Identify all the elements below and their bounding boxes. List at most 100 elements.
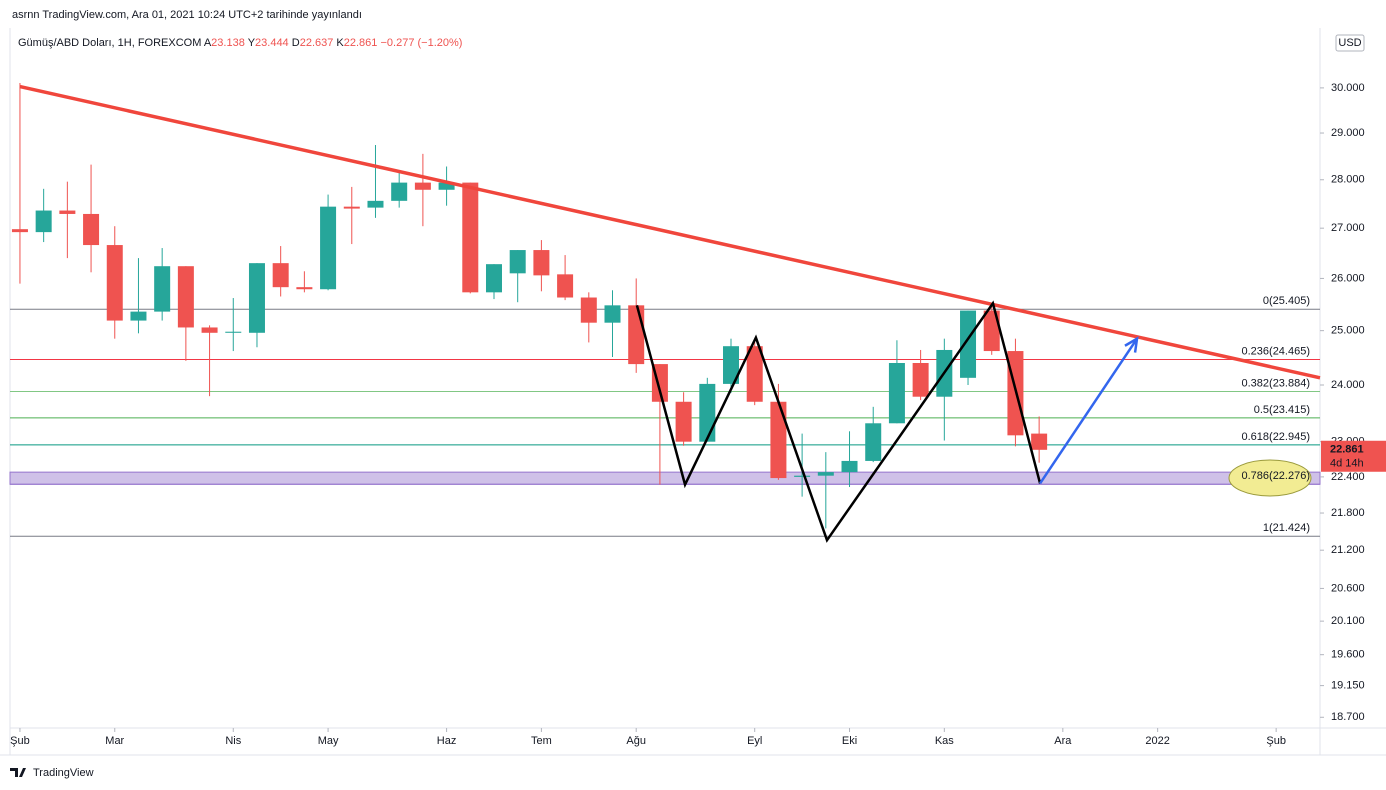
y-tick-label: 19.600 xyxy=(1331,649,1365,661)
legend-value: 22.861 xyxy=(344,37,378,49)
publish-header: asrnn TradingView.com, Ara 01, 2021 10:2… xyxy=(12,9,362,21)
symbol: Gümüş/ABD Doları, 1H, FOREXCOM xyxy=(18,37,201,49)
y-tick-label: 25.000 xyxy=(1331,325,1365,337)
fib-label: 0.382(23.884) xyxy=(1242,377,1311,389)
legend: Gümüş/ABD Doları, 1H, FOREXCOM A23.138 Y… xyxy=(18,37,462,49)
x-tick-label: Şub xyxy=(10,735,30,747)
y-tick-label: 22.400 xyxy=(1331,471,1365,483)
y-tick-label: 21.200 xyxy=(1331,544,1365,556)
candle-body xyxy=(248,263,265,333)
currency[interactable]: USD xyxy=(1338,37,1361,49)
candle-body xyxy=(485,264,502,293)
candle-body xyxy=(83,213,100,246)
x-tick-label: Tem xyxy=(531,735,552,747)
last-price-box xyxy=(1321,440,1386,472)
candle-body xyxy=(841,460,858,473)
candle-body xyxy=(912,363,929,397)
trendline xyxy=(19,84,1321,380)
y-tick-label: 29.000 xyxy=(1331,127,1365,139)
fib-zone xyxy=(9,471,1321,485)
y-tick-label: 27.000 xyxy=(1331,222,1365,234)
x-tick-label: Ara xyxy=(1054,735,1072,747)
countdown: 4d 14h xyxy=(1330,458,1364,470)
candle-body xyxy=(533,250,550,276)
y-tick-label: 30.000 xyxy=(1331,82,1365,94)
candle-body xyxy=(177,266,194,328)
candle-body xyxy=(201,327,218,333)
legend-key: K xyxy=(336,37,344,49)
candle-body xyxy=(675,401,692,442)
candle-body xyxy=(509,250,526,274)
candle-body xyxy=(272,263,289,288)
fib-label: 0.236(24.465) xyxy=(1242,345,1311,357)
legend-key: Y xyxy=(248,37,256,49)
legend-key: D xyxy=(292,37,300,49)
candle-body xyxy=(391,182,408,201)
candle-body xyxy=(604,305,621,323)
x-tick-label: Kas xyxy=(935,735,954,747)
fib-label: 0(25.405) xyxy=(1263,295,1310,307)
candle-body xyxy=(699,383,716,442)
x-tick-label: Ağu xyxy=(626,735,646,747)
candle-body xyxy=(35,210,52,233)
candle-body xyxy=(865,423,882,461)
candle-body xyxy=(296,287,313,290)
projection-arrow xyxy=(1039,337,1139,485)
x-tick-label: May xyxy=(318,735,339,747)
fib-label: 1(21.424) xyxy=(1263,522,1310,534)
x-tick-label: Şub xyxy=(1266,735,1286,747)
pattern-line xyxy=(635,300,1042,543)
x-tick-label: Mar xyxy=(105,735,124,747)
x-tick-label: Eyl xyxy=(747,735,762,747)
candle-body xyxy=(59,210,76,214)
brand-logo xyxy=(10,768,26,777)
candle-body xyxy=(106,245,123,321)
y-tick-label: 18.700 xyxy=(1331,711,1365,723)
candle-body xyxy=(723,346,740,384)
x-tick-label: Haz xyxy=(437,735,457,747)
candle-body xyxy=(462,182,479,293)
legend-value: 23.444 xyxy=(255,37,289,49)
y-tick-label: 24.000 xyxy=(1331,379,1365,391)
candle-body xyxy=(794,475,811,477)
candle-body xyxy=(154,266,171,312)
candle-body xyxy=(770,401,787,479)
y-tick-label: 28.000 xyxy=(1331,174,1365,186)
y-tick-label: 20.100 xyxy=(1331,615,1365,627)
candle-body xyxy=(746,346,763,402)
candle-body xyxy=(225,331,242,333)
candle-body xyxy=(888,363,905,424)
candle-body xyxy=(414,182,431,190)
candle-body xyxy=(983,310,1000,352)
candle-body xyxy=(628,305,645,365)
last-price: 22.861 xyxy=(1330,444,1364,456)
currency-box[interactable] xyxy=(1335,34,1365,52)
candle-body xyxy=(557,274,574,298)
candle-body xyxy=(343,206,360,209)
candle-body xyxy=(817,472,834,476)
legend-value: 22.637 xyxy=(300,37,334,49)
y-tick-label: 26.000 xyxy=(1331,272,1365,284)
fib-label: 0.5(23.415) xyxy=(1254,404,1310,416)
legend-key: A xyxy=(204,37,212,49)
fib-label: 0.786(22.276) xyxy=(1242,470,1311,482)
candle-body xyxy=(320,206,337,290)
x-tick-label: 2022 xyxy=(1145,735,1169,747)
y-tick-label: 21.800 xyxy=(1331,507,1365,519)
x-tick-label: Eki xyxy=(842,735,857,747)
candle-body xyxy=(130,311,147,321)
highlight-ellipse xyxy=(1228,459,1312,497)
candle-body xyxy=(580,297,597,323)
candle-body xyxy=(438,182,455,190)
x-tick-label: Nis xyxy=(225,735,241,747)
legend-value: 23.138 xyxy=(211,37,245,49)
candle-body xyxy=(1031,433,1048,450)
candle-body xyxy=(11,229,28,233)
candle-body xyxy=(960,310,977,378)
y-tick-label: 20.600 xyxy=(1331,582,1365,594)
y-tick-label: 19.150 xyxy=(1331,680,1365,692)
arrow-head xyxy=(1124,336,1139,353)
change: −0.277 (−1.20%) xyxy=(380,37,462,49)
